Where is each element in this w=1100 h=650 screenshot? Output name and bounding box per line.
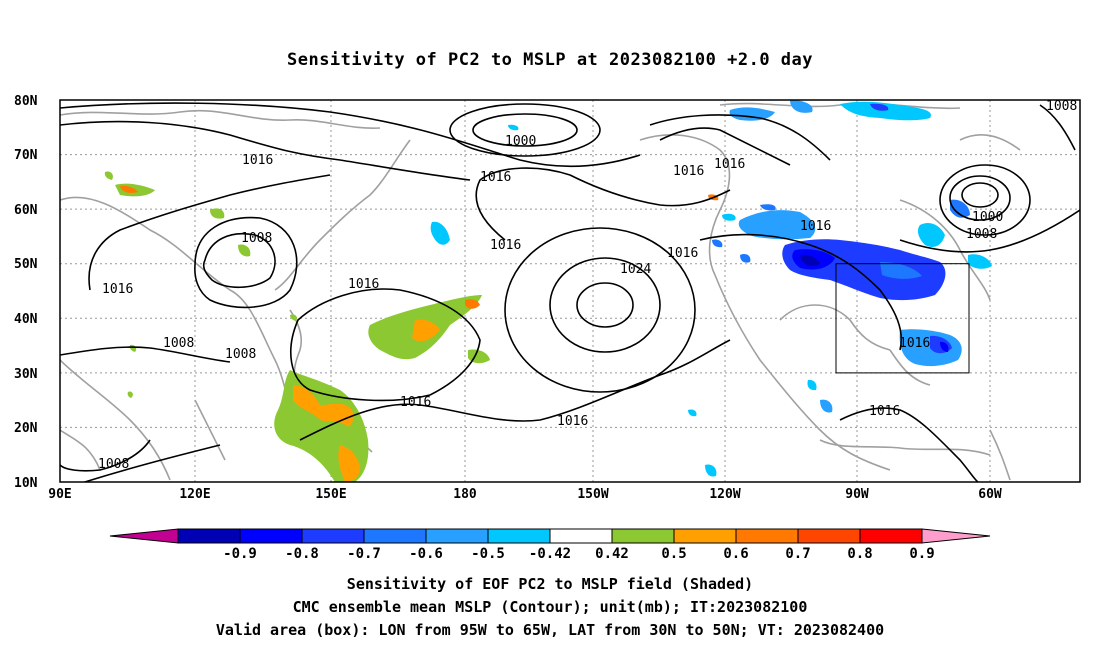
- longitude-labels: 90E 120E 150E 180 150W 120W 90W 60W: [48, 487, 1002, 502]
- colorbar-tick-label: 0.9: [909, 546, 934, 562]
- lat-label: 30N: [14, 367, 38, 382]
- lon-label: 90W: [845, 487, 869, 502]
- colorbar-tick-label: -0.8: [285, 546, 319, 562]
- colorbar-swatch: [859, 528, 923, 544]
- colorbar-swatch: [549, 528, 613, 544]
- latitude-labels: 80N 70N 60N 50N 40N 30N 20N 10N: [14, 94, 38, 491]
- colorbar-swatch: [177, 528, 241, 544]
- contour-label: 1000: [972, 210, 1003, 225]
- lon-label: 90E: [48, 487, 71, 502]
- colorbar-swatch: [301, 528, 365, 544]
- colorbar-swatch: [363, 528, 427, 544]
- contour-label: 1016: [480, 170, 511, 185]
- map-title: Sensitivity of PC2 to MSLP at 2023082100…: [286, 50, 813, 70]
- colorbar-tick-label: 0.8: [847, 546, 872, 562]
- lat-label: 20N: [14, 421, 38, 436]
- contour-label: 1008: [163, 336, 194, 351]
- contour-label: 1000: [505, 134, 536, 149]
- colorbar-swatch: [735, 528, 799, 544]
- contour-label: 1016: [242, 153, 273, 168]
- colorbar-swatch: [239, 528, 303, 544]
- mslp-contours: [60, 102, 1080, 482]
- lat-label: 60N: [14, 203, 38, 218]
- colorbar-tick-label: -0.5: [471, 546, 505, 562]
- colorbar-tick-label: 0.7: [785, 546, 810, 562]
- contour-label: 1008: [241, 231, 272, 246]
- contour-label: 1016: [348, 277, 379, 292]
- lat-label: 70N: [14, 148, 38, 163]
- colorbar-tick-label: 0.6: [723, 546, 748, 562]
- lon-label: 150E: [315, 487, 346, 502]
- lon-label: 180: [453, 487, 477, 502]
- lat-label: 10N: [14, 476, 38, 491]
- valid-area-box: [835, 263, 970, 374]
- coastlines: [60, 102, 1021, 481]
- contour-label: 1008: [966, 227, 997, 242]
- sensitivity-shading: [104, 100, 992, 482]
- lat-label: 50N: [14, 257, 38, 272]
- colorbar-tick-label: 0.42: [595, 546, 629, 562]
- colorbar-high-triangle: [921, 528, 991, 544]
- lon-label: 120E: [179, 487, 210, 502]
- colorbar-swatch: [487, 528, 551, 544]
- colorbar-tick-label: -0.9: [223, 546, 257, 562]
- contour-label: 1008: [98, 457, 129, 472]
- contour-label: 1016: [490, 238, 521, 253]
- lat-label: 40N: [14, 312, 38, 327]
- contour-label: 1016: [673, 164, 704, 179]
- colorbar-tick-label: -0.7: [347, 546, 381, 562]
- lat-label: 80N: [14, 94, 38, 109]
- colorbar-tick-label: -0.42: [529, 546, 571, 562]
- contour-label: 1008: [1046, 99, 1077, 114]
- contour-label: 1016: [102, 282, 133, 297]
- footer-line-2: CMC ensemble mean MSLP (Contour); unit(m…: [292, 598, 808, 616]
- contour-label: 1016: [714, 157, 745, 172]
- colorbar-tick-label: -0.6: [409, 546, 443, 562]
- contour-labels: 1000 1016 1016 1016 1016 1016 1008 1016 …: [98, 99, 1077, 472]
- lon-label: 60W: [978, 487, 1002, 502]
- colorbar-swatch: [797, 528, 861, 544]
- contour-label: 1008: [225, 347, 256, 362]
- colorbar: -0.9 -0.8 -0.7 -0.6 -0.5 -0.42 0.42 0.5 0.6 0.7 0.…: [109, 528, 991, 562]
- footer-line-1: Sensitivity of EOF PC2 to MSLP field (Sh…: [346, 575, 754, 593]
- contour-label: 1016: [899, 336, 930, 351]
- contour-label: 1016: [800, 219, 831, 234]
- colorbar-swatch: [673, 528, 737, 544]
- contour-label: 1016: [557, 414, 588, 429]
- lon-label: 150W: [577, 487, 608, 502]
- colorbar-tick-label: 0.5: [661, 546, 686, 562]
- plot-border: [59, 99, 1081, 483]
- colorbar-low-triangle: [109, 528, 179, 544]
- contour-label: 1016: [667, 246, 698, 261]
- graticule: [60, 100, 1080, 482]
- colorbar-swatch: [611, 528, 675, 544]
- colorbar-swatch: [425, 528, 489, 544]
- contour-label: 1016: [869, 404, 900, 419]
- contour-label: 1024: [620, 262, 651, 277]
- lon-label: 120W: [709, 487, 740, 502]
- contour-label: 1016: [400, 395, 431, 410]
- footer-line-3: Valid area (box): LON from 95W to 65W, L…: [215, 621, 885, 639]
